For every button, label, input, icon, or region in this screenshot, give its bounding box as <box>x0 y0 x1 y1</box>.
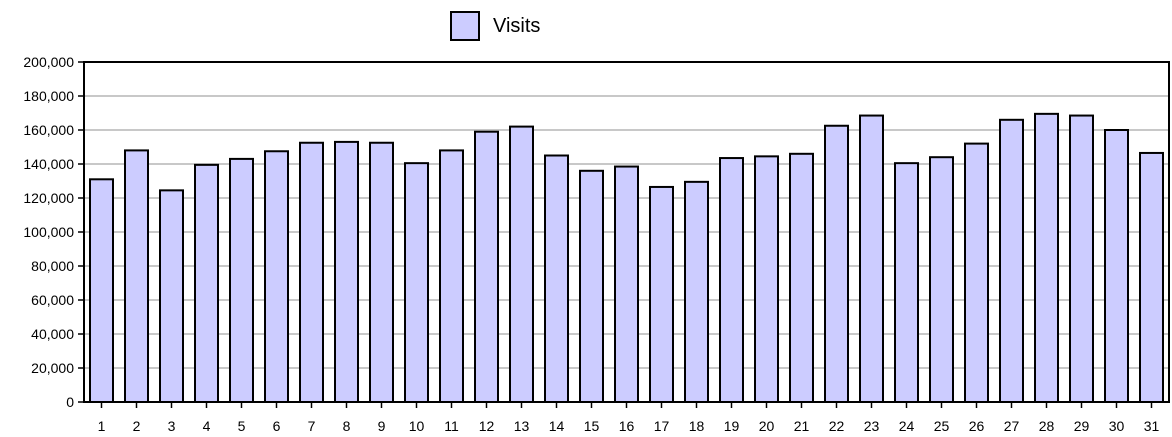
bar-28 <box>1034 112 1059 403</box>
bar-1 <box>89 178 114 403</box>
x-tick-label: 31 <box>1144 418 1160 434</box>
x-tick-label: 10 <box>409 418 425 434</box>
y-tick-label: 200,000 <box>23 54 74 70</box>
x-tick-label: 4 <box>203 418 211 434</box>
x-tick-label: 13 <box>514 418 530 434</box>
x-tick-label: 26 <box>969 418 985 434</box>
y-tick-label: 160,000 <box>23 122 74 138</box>
y-tick-label: 80,000 <box>31 258 74 274</box>
bar-9 <box>369 141 394 403</box>
bar-3 <box>159 189 184 403</box>
bar-12 <box>474 130 499 403</box>
bar-13 <box>509 125 534 403</box>
legend-label-visits: Visits <box>493 14 541 37</box>
x-tick-label: 18 <box>689 418 705 434</box>
bar-5 <box>229 157 254 403</box>
x-tick-label: 21 <box>794 418 810 434</box>
x-tick-label: 1 <box>98 418 106 434</box>
bar-25 <box>929 156 954 403</box>
bar-10 <box>404 162 429 403</box>
x-tick-label: 16 <box>619 418 635 434</box>
y-tick-label: 180,000 <box>23 88 74 104</box>
y-tick-label: 60,000 <box>31 292 74 308</box>
x-tick-label: 5 <box>238 418 246 434</box>
x-tick-label: 2 <box>133 418 141 434</box>
bar-23 <box>859 114 884 404</box>
x-tick-label: 6 <box>273 418 281 434</box>
y-tick-label: 100,000 <box>23 224 74 240</box>
x-tick-label: 9 <box>378 418 386 434</box>
legend-swatch-visits <box>450 11 480 41</box>
x-tick-label: 8 <box>343 418 351 434</box>
bar-22 <box>824 124 849 403</box>
x-tick-label: 14 <box>549 418 565 434</box>
bar-4 <box>194 163 219 403</box>
x-tick-label: 28 <box>1039 418 1055 434</box>
plot-frame <box>83 61 1170 403</box>
bar-19 <box>719 157 744 403</box>
bar-20 <box>754 155 779 403</box>
x-tick-label: 30 <box>1109 418 1125 434</box>
bar-16 <box>614 165 639 403</box>
bar-27 <box>999 118 1024 404</box>
y-tick-label: 120,000 <box>23 190 74 206</box>
x-tick-label: 15 <box>584 418 600 434</box>
bar-15 <box>579 169 604 403</box>
bar-8 <box>334 140 359 403</box>
x-tick-label: 3 <box>168 418 176 434</box>
y-tick-label: 140,000 <box>23 156 74 172</box>
x-tick-label: 11 <box>444 418 459 434</box>
bar-31 <box>1139 151 1164 403</box>
x-tick-label: 23 <box>864 418 880 434</box>
x-tick-label: 27 <box>1004 418 1020 434</box>
x-tick-label: 19 <box>724 418 740 434</box>
bar-2 <box>124 149 149 403</box>
x-tick-label: 22 <box>829 418 845 434</box>
x-tick-label: 24 <box>899 418 915 434</box>
x-tick-label: 7 <box>308 418 316 434</box>
bar-6 <box>264 150 289 403</box>
bar-7 <box>299 141 324 403</box>
bar-26 <box>964 142 989 403</box>
bar-17 <box>649 185 674 403</box>
y-tick-label: 40,000 <box>31 326 74 342</box>
bar-24 <box>894 162 919 403</box>
x-tick-label: 25 <box>934 418 950 434</box>
bar-14 <box>544 154 569 403</box>
bar-30 <box>1104 129 1129 403</box>
x-tick-label: 20 <box>759 418 775 434</box>
bar-11 <box>439 149 464 403</box>
bar-18 <box>684 180 709 403</box>
x-tick-label: 17 <box>654 418 670 434</box>
y-tick-label: 0 <box>66 394 74 410</box>
x-tick-label: 29 <box>1074 418 1090 434</box>
x-tick-label: 12 <box>479 418 495 434</box>
chart-legend: Visits <box>450 9 540 43</box>
bar-29 <box>1069 114 1094 404</box>
y-tick-label: 20,000 <box>31 360 74 376</box>
bar-21 <box>789 152 814 403</box>
